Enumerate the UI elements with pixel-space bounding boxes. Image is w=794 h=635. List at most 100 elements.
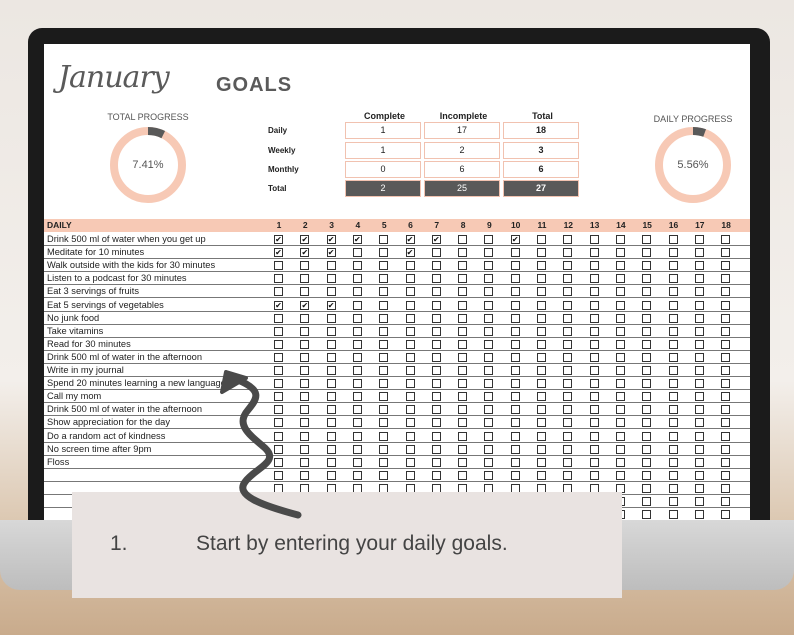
day-checkbox[interactable] xyxy=(642,352,652,362)
day-checkbox[interactable] xyxy=(668,392,678,402)
day-checkbox[interactable] xyxy=(431,313,441,323)
day-checkbox[interactable] xyxy=(615,300,625,310)
day-checkbox[interactable] xyxy=(300,313,310,323)
day-checkbox[interactable] xyxy=(642,326,652,336)
day-checkbox[interactable] xyxy=(694,510,704,520)
day-checkbox[interactable] xyxy=(274,366,283,375)
day-checkbox[interactable] xyxy=(694,339,704,349)
day-checkbox[interactable] xyxy=(694,274,704,284)
day-checkbox[interactable] xyxy=(379,287,389,297)
goal-label[interactable]: Read for 30 minutes xyxy=(47,338,131,349)
day-checkbox[interactable] xyxy=(326,313,336,323)
goal-label[interactable]: Drink 500 ml of water in the afternoon xyxy=(47,404,203,415)
day-checkbox[interactable] xyxy=(721,483,731,493)
day-checkbox[interactable] xyxy=(379,470,389,480)
day-checkbox[interactable] xyxy=(537,418,546,428)
day-checkbox[interactable] xyxy=(405,392,415,402)
day-checkbox-checked[interactable]: ✔ xyxy=(274,248,283,258)
day-checkbox[interactable] xyxy=(721,444,731,454)
day-checkbox[interactable] xyxy=(563,379,573,389)
day-checkbox[interactable] xyxy=(405,405,415,415)
day-checkbox[interactable] xyxy=(352,379,362,389)
day-checkbox[interactable] xyxy=(615,313,625,323)
day-checkbox[interactable] xyxy=(431,405,441,415)
day-checkbox[interactable] xyxy=(510,352,520,362)
day-checkbox[interactable] xyxy=(563,300,573,310)
day-checkbox[interactable] xyxy=(615,392,625,402)
day-checkbox[interactable] xyxy=(379,313,389,323)
day-checkbox[interactable] xyxy=(458,392,468,402)
day-checkbox[interactable] xyxy=(484,366,494,375)
day-checkbox[interactable] xyxy=(642,510,652,520)
day-checkbox[interactable] xyxy=(721,470,731,480)
day-checkbox[interactable] xyxy=(379,274,389,284)
day-checkbox[interactable] xyxy=(326,405,336,415)
day-checkbox[interactable] xyxy=(352,366,362,375)
day-checkbox[interactable] xyxy=(537,444,546,454)
day-checkbox[interactable] xyxy=(642,339,652,349)
day-checkbox[interactable] xyxy=(431,418,441,428)
day-checkbox[interactable] xyxy=(300,431,310,441)
day-checkbox[interactable] xyxy=(274,313,283,323)
day-checkbox[interactable] xyxy=(352,261,362,271)
day-checkbox[interactable] xyxy=(615,326,625,336)
day-checkbox[interactable] xyxy=(642,405,652,415)
day-checkbox[interactable] xyxy=(484,248,494,258)
day-checkbox[interactable] xyxy=(352,248,362,258)
day-checkbox-checked[interactable]: ✔ xyxy=(300,235,310,244)
day-checkbox[interactable] xyxy=(510,313,520,323)
day-checkbox[interactable] xyxy=(431,248,441,258)
day-checkbox[interactable] xyxy=(431,379,441,389)
day-checkbox[interactable] xyxy=(379,431,389,441)
goal-label[interactable]: Do a random act of kindness xyxy=(47,430,166,441)
day-checkbox[interactable] xyxy=(615,352,625,362)
day-checkbox[interactable] xyxy=(352,392,362,402)
goal-label[interactable]: Spend 20 minutes learning a new language xyxy=(47,378,226,389)
day-checkbox[interactable] xyxy=(694,457,704,467)
day-checkbox[interactable] xyxy=(405,300,415,310)
day-checkbox[interactable] xyxy=(431,274,441,284)
day-checkbox[interactable] xyxy=(510,326,520,336)
day-checkbox[interactable] xyxy=(405,431,415,441)
day-checkbox-checked[interactable]: ✔ xyxy=(326,235,336,244)
day-checkbox[interactable] xyxy=(589,418,599,428)
day-checkbox[interactable] xyxy=(537,287,546,297)
day-checkbox[interactable] xyxy=(537,248,546,258)
day-checkbox[interactable] xyxy=(563,326,573,336)
day-checkbox[interactable] xyxy=(563,405,573,415)
day-checkbox[interactable] xyxy=(668,379,678,389)
day-checkbox[interactable] xyxy=(510,366,520,375)
day-checkbox[interactable] xyxy=(431,392,441,402)
day-checkbox[interactable] xyxy=(642,392,652,402)
day-checkbox[interactable] xyxy=(300,418,310,428)
day-checkbox[interactable] xyxy=(484,431,494,441)
day-checkbox[interactable] xyxy=(300,261,310,271)
day-checkbox[interactable] xyxy=(694,313,704,323)
day-checkbox-checked[interactable]: ✔ xyxy=(405,235,415,244)
day-checkbox[interactable] xyxy=(274,261,283,271)
day-checkbox[interactable] xyxy=(300,470,310,480)
day-checkbox[interactable] xyxy=(615,287,625,297)
day-checkbox-checked[interactable]: ✔ xyxy=(274,300,283,310)
day-checkbox[interactable] xyxy=(431,444,441,454)
day-checkbox[interactable] xyxy=(668,405,678,415)
day-checkbox[interactable] xyxy=(694,248,704,258)
goal-label[interactable]: Floss xyxy=(47,456,70,467)
day-checkbox[interactable] xyxy=(642,366,652,375)
day-checkbox[interactable] xyxy=(589,326,599,336)
day-checkbox[interactable] xyxy=(458,235,468,244)
day-checkbox[interactable] xyxy=(537,261,546,271)
day-checkbox[interactable] xyxy=(458,457,468,467)
day-checkbox[interactable] xyxy=(484,326,494,336)
day-checkbox[interactable] xyxy=(694,366,704,375)
day-checkbox[interactable] xyxy=(642,248,652,258)
day-checkbox[interactable] xyxy=(537,470,546,480)
day-checkbox[interactable] xyxy=(589,248,599,258)
day-checkbox[interactable] xyxy=(510,339,520,349)
day-checkbox[interactable] xyxy=(379,235,389,244)
day-checkbox[interactable] xyxy=(326,366,336,375)
day-checkbox[interactable] xyxy=(300,457,310,467)
day-checkbox[interactable] xyxy=(274,431,283,441)
day-checkbox[interactable] xyxy=(721,326,731,336)
day-checkbox[interactable] xyxy=(431,431,441,441)
